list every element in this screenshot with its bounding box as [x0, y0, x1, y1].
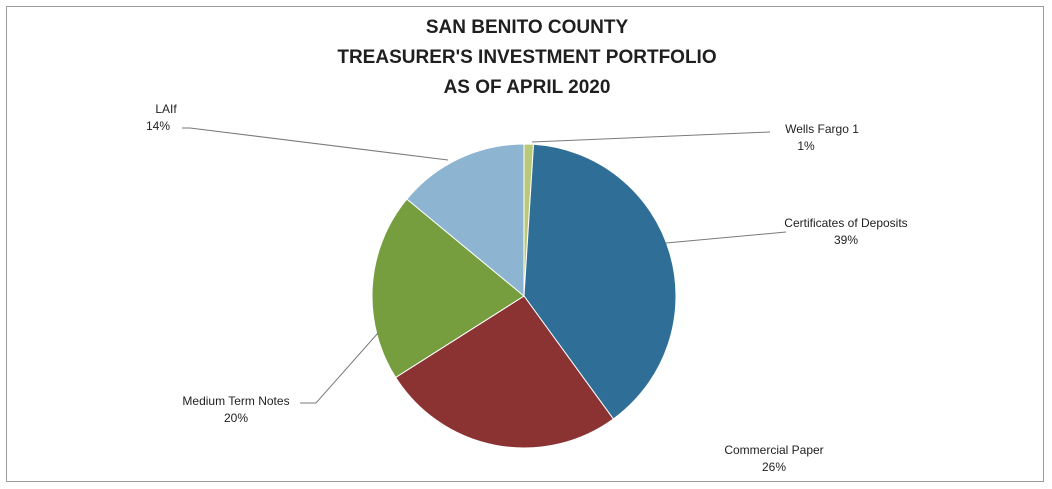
chart-title-line-1: SAN BENITO COUNTY — [426, 17, 629, 38]
chart-title-line-2: TREASURER'S INVESTMENT PORTFOLIO — [337, 47, 716, 68]
slice-label-percent-commercial-paper: 26% — [762, 460, 786, 474]
leader-line-laif — [182, 127, 449, 161]
leader-lines — [182, 127, 787, 404]
pie-slice-medium-term-notes — [371, 198, 525, 379]
leader-line-wells-fargo-1 — [531, 131, 771, 143]
leader-line-medium-term-notes — [300, 332, 379, 404]
pie-slice-certificates-of-deposits — [523, 143, 677, 420]
slice-label-name-certificates-of-deposits: Certificates of Deposits — [784, 216, 907, 230]
slice-label-percent-medium-term-notes: 20% — [224, 411, 248, 425]
pie-slice-laif — [406, 143, 525, 298]
chart-title: SAN BENITO COUNTY TREASURER'S INVESTMENT… — [337, 17, 716, 98]
slice-label-percent-certificates-of-deposits: 39% — [834, 233, 858, 247]
leader-line-certificates-of-deposits — [665, 231, 787, 244]
slice-label-percent-laif: 14% — [146, 119, 170, 133]
pie-slices — [371, 143, 677, 449]
slice-label-name-laif: LAIf — [155, 102, 177, 116]
slice-label-name-medium-term-notes: Medium Term Notes — [182, 394, 289, 408]
slice-label-name-wells-fargo-1: Wells Fargo 1 — [785, 122, 859, 136]
slice-label-percent-wells-fargo-1: 1% — [797, 139, 815, 153]
slice-labels: Wells Fargo 1 1% Certificates of Deposits 3… — [146, 102, 908, 474]
pie-slice-commercial-paper — [394, 295, 615, 449]
slice-label-name-commercial-paper: Commercial Paper — [724, 443, 823, 457]
chart-title-line-3: AS OF APRIL 2020 — [444, 77, 611, 98]
